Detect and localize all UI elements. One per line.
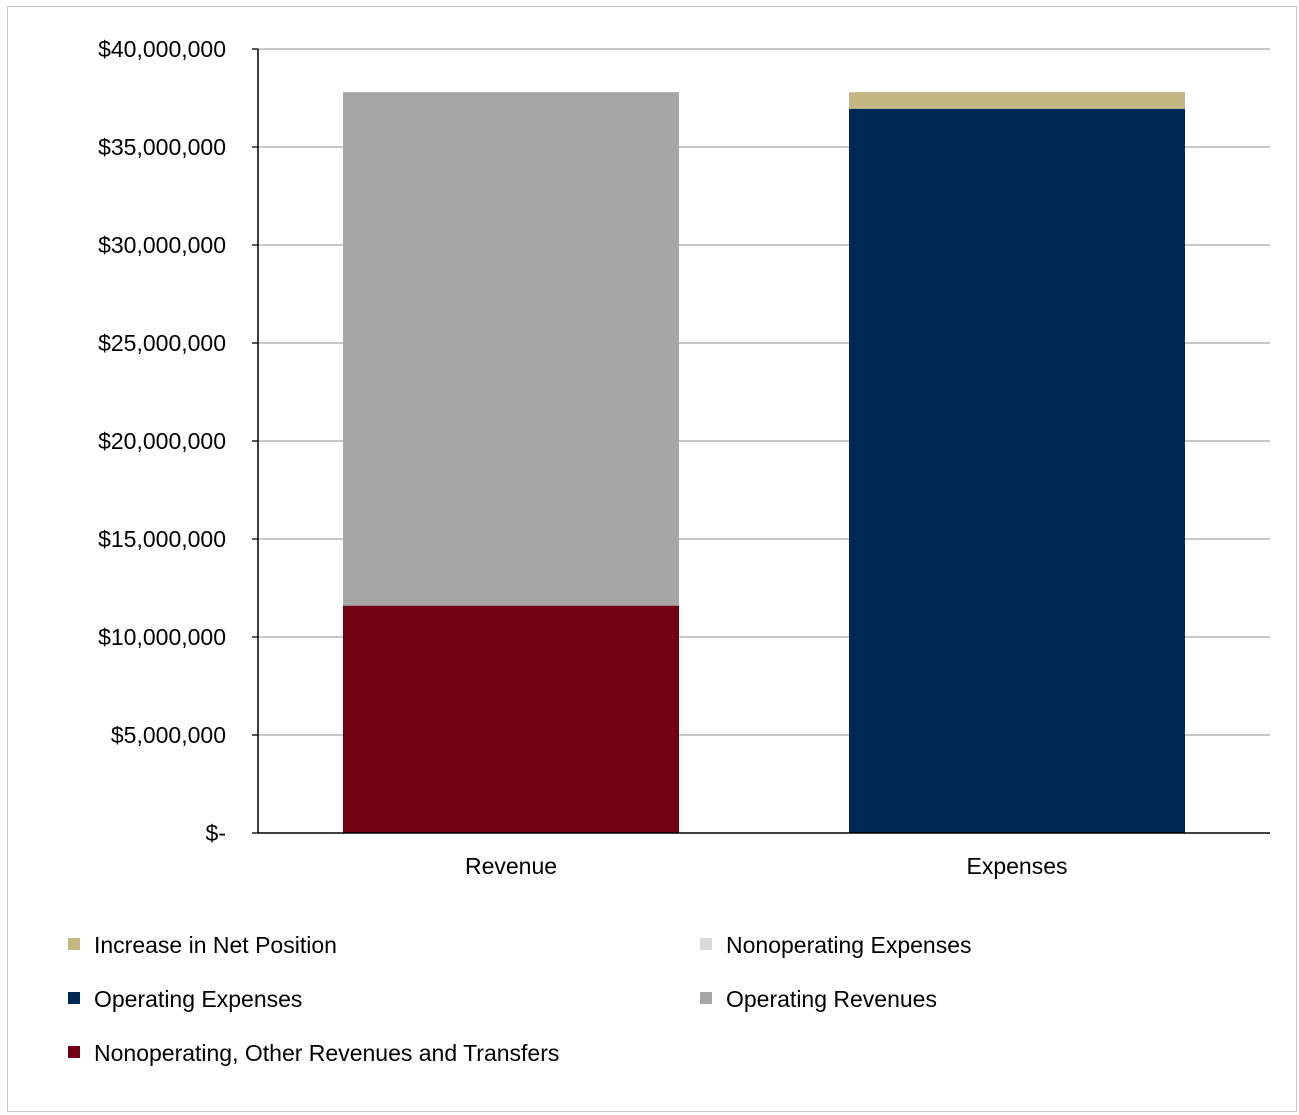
y-tick-label: $15,000,000 [98,526,226,552]
legend-label-nonoperating-other-revenues-and-transfers: Nonoperating, Other Revenues and Transfe… [94,1040,559,1066]
bar-expenses-increase-in-net-position [849,92,1185,109]
x-category-label: Expenses [966,853,1067,879]
bar-revenue-nonoperating-other-revenues-and-transfers [343,605,679,833]
legend-label-operating-expenses: Operating Expenses [94,986,302,1012]
legend-label-operating-revenues: Operating Revenues [726,986,937,1012]
legend-swatch-nonoperating-expenses [700,938,712,950]
bar-revenue-operating-revenues [343,92,679,606]
legend-label-nonoperating-expenses: Nonoperating Expenses [726,932,972,958]
legend-swatch-increase-in-net-position [68,938,80,950]
legend-label-increase-in-net-position: Increase in Net Position [94,932,337,958]
legend-swatch-operating-expenses [68,992,80,1004]
y-tick-label: $40,000,000 [98,36,226,62]
y-tick-label: $10,000,000 [98,624,226,650]
y-tick-label: $35,000,000 [98,134,226,160]
x-category-label: Revenue [465,853,557,879]
y-tick-label: $5,000,000 [111,722,226,748]
y-tick-label: $20,000,000 [98,428,226,454]
legend-swatch-nonoperating-other-revenues-and-transfers [68,1046,80,1058]
y-tick-label: $- [206,820,226,846]
y-tick-label: $30,000,000 [98,232,226,258]
legend-swatch-operating-revenues [700,992,712,1004]
y-tick-label: $25,000,000 [98,330,226,356]
bar-expenses-operating-expenses [849,108,1185,833]
